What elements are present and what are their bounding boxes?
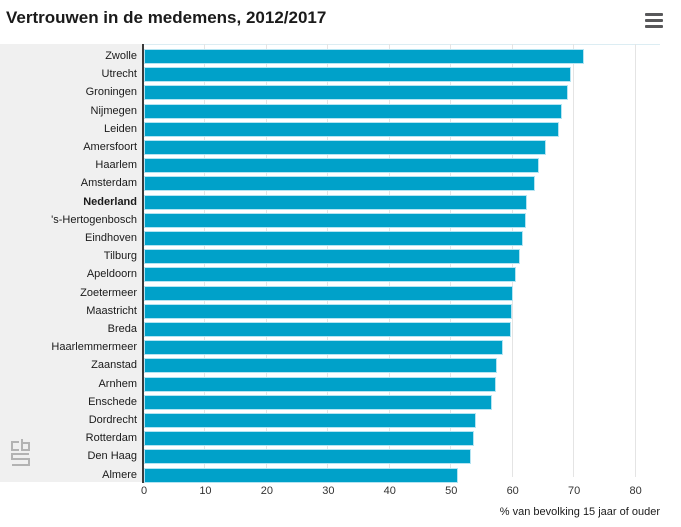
bar[interactable]: [144, 377, 496, 392]
category-label: Nederland: [83, 196, 137, 208]
hamburger-icon: [645, 13, 663, 28]
bar[interactable]: [144, 140, 546, 155]
bar[interactable]: [144, 85, 568, 100]
x-tick-label: 40: [383, 485, 396, 497]
bar[interactable]: [144, 122, 559, 137]
category-label-panel: [0, 44, 143, 482]
category-label: Zoetermeer: [80, 287, 137, 299]
category-label: Zaanstad: [91, 359, 137, 371]
x-tick-label: 60: [506, 485, 519, 497]
category-label: Eindhoven: [85, 232, 137, 244]
bar[interactable]: [144, 49, 584, 64]
chart-header: Vertrouwen in de medemens, 2012/2017: [0, 0, 681, 44]
x-tick-label: 80: [629, 485, 642, 497]
bar[interactable]: [144, 304, 512, 319]
x-tick-label: 70: [568, 485, 581, 497]
category-label: Maastricht: [86, 305, 137, 317]
category-label: Groningen: [85, 86, 137, 98]
category-label: Almere: [102, 469, 137, 481]
bar[interactable]: [144, 213, 526, 228]
category-label: Amsterdam: [80, 177, 137, 189]
category-label: Enschede: [88, 396, 137, 408]
x-tick-label: 30: [322, 485, 335, 497]
category-label: Breda: [107, 323, 137, 335]
cbs-logo: [11, 439, 30, 466]
bar[interactable]: [144, 413, 476, 428]
x-tick-label: 10: [199, 485, 212, 497]
bar[interactable]: [144, 195, 527, 210]
menu-button[interactable]: [643, 11, 665, 33]
category-label: Apeldoorn: [86, 268, 137, 280]
bar[interactable]: [144, 231, 523, 246]
bar[interactable]: [144, 104, 562, 119]
category-label: Tilburg: [103, 250, 137, 262]
category-label: Rotterdam: [85, 432, 137, 444]
category-label: Haarlemmermeer: [51, 341, 137, 353]
category-label: Amersfoort: [83, 141, 137, 153]
category-label: Utrecht: [101, 68, 137, 80]
category-label: Dordrecht: [88, 414, 137, 426]
bar[interactable]: [144, 249, 520, 264]
chart-title: Vertrouwen in de medemens, 2012/2017: [6, 8, 327, 27]
bar[interactable]: [144, 176, 535, 191]
gridline: [573, 44, 575, 477]
category-label: Den Haag: [87, 450, 137, 462]
y-axis-line: [142, 44, 144, 483]
bar[interactable]: [144, 468, 458, 483]
category-label: Haarlem: [95, 159, 137, 171]
bar[interactable]: [144, 158, 539, 173]
gridline: [634, 44, 636, 477]
category-label: Nijmegen: [90, 105, 137, 117]
bar[interactable]: [144, 267, 516, 282]
bar[interactable]: [144, 358, 497, 373]
x-tick-label: 20: [260, 485, 274, 497]
bar[interactable]: [144, 67, 571, 82]
category-label: Arnhem: [98, 378, 137, 390]
category-label: Zwolle: [105, 50, 137, 62]
plot-top-border: [143, 44, 660, 45]
bar[interactable]: [144, 286, 513, 301]
category-label: Leiden: [103, 123, 137, 135]
bar[interactable]: [144, 449, 471, 464]
x-tick-label: 0: [140, 485, 148, 497]
bar[interactable]: [144, 431, 474, 446]
bar[interactable]: [144, 395, 492, 410]
bar[interactable]: [144, 322, 511, 337]
bar-chart: Zwolle Utrecht Groningen Nijmegen Leiden Amer…: [0, 44, 681, 527]
x-tick-label: 50: [445, 485, 458, 497]
category-label: 's-Hertogenbosch: [51, 214, 137, 226]
bar[interactable]: [144, 340, 503, 355]
x-axis-label: % van bevolking 15 jaar of ouder: [499, 506, 660, 518]
